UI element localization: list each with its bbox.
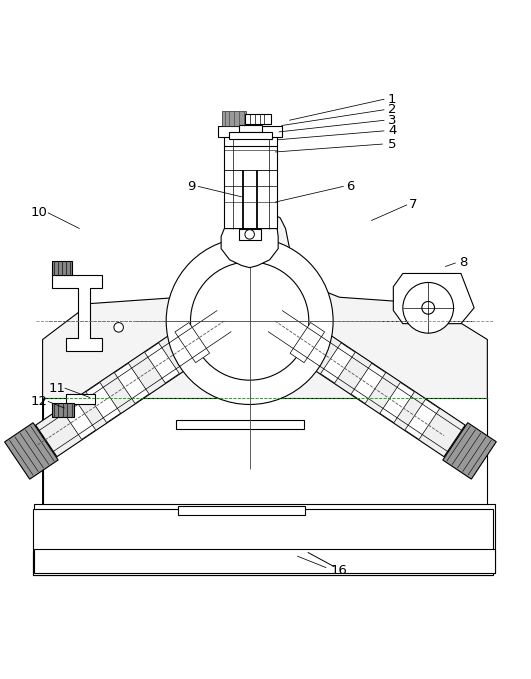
Text: 4: 4 (388, 124, 397, 137)
Circle shape (422, 301, 434, 314)
Polygon shape (290, 323, 324, 363)
Bar (33, 509, 493, 574)
Bar (239, 125, 262, 132)
Polygon shape (144, 343, 179, 383)
Polygon shape (393, 274, 474, 324)
Circle shape (403, 282, 453, 333)
Bar (178, 507, 305, 515)
Bar (52, 403, 74, 417)
Text: 10: 10 (31, 206, 48, 219)
Bar (218, 126, 282, 137)
Polygon shape (321, 343, 355, 383)
Bar (239, 229, 261, 240)
Text: 7: 7 (409, 198, 418, 211)
Text: 9: 9 (187, 180, 196, 193)
Polygon shape (405, 399, 440, 439)
Circle shape (166, 238, 333, 405)
Text: 16: 16 (331, 564, 348, 577)
Bar (245, 115, 271, 124)
Circle shape (245, 230, 254, 239)
Bar (228, 132, 272, 139)
Text: 1: 1 (388, 92, 397, 106)
Polygon shape (380, 382, 414, 422)
Polygon shape (36, 306, 235, 457)
Text: 12: 12 (31, 394, 48, 408)
Bar (176, 420, 304, 429)
Polygon shape (443, 423, 496, 479)
Polygon shape (221, 229, 278, 268)
Bar (66, 394, 95, 404)
Bar (222, 111, 246, 126)
Text: 11: 11 (48, 382, 65, 394)
Bar (33, 553, 493, 574)
Text: 8: 8 (459, 257, 468, 270)
Bar (52, 261, 72, 275)
Text: 3: 3 (388, 114, 397, 127)
Polygon shape (5, 423, 58, 479)
Polygon shape (52, 275, 102, 351)
Polygon shape (42, 213, 487, 509)
Bar (224, 134, 277, 229)
Text: 6: 6 (346, 180, 354, 193)
Bar (42, 398, 487, 509)
Text: 5: 5 (388, 138, 397, 151)
Circle shape (191, 262, 309, 380)
Polygon shape (264, 305, 465, 457)
Polygon shape (175, 323, 210, 363)
Text: 2: 2 (388, 103, 397, 116)
Bar (34, 504, 495, 573)
Polygon shape (114, 363, 149, 403)
Polygon shape (61, 399, 96, 439)
Circle shape (114, 323, 123, 332)
Polygon shape (351, 363, 386, 403)
Polygon shape (86, 382, 121, 422)
Bar (34, 549, 495, 573)
